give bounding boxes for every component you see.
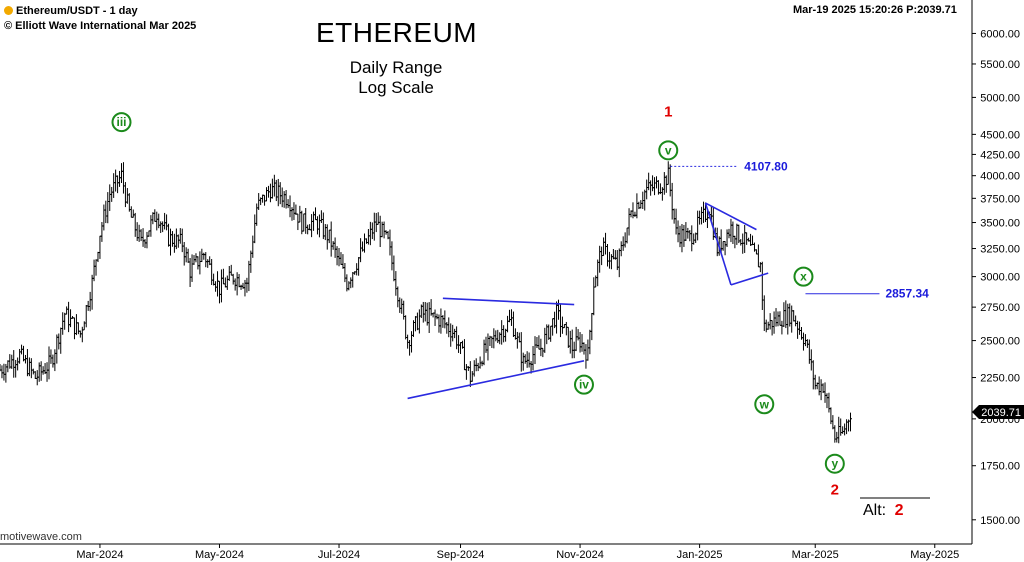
- alt-value: 2: [894, 502, 904, 519]
- y-tick-label: 6000.00: [980, 28, 1020, 40]
- y-tick-label: 4500.00: [980, 129, 1020, 141]
- y-tick-label: 3000.00: [980, 272, 1020, 284]
- last-price-tag: [972, 404, 1024, 419]
- triangle-2-lower: [730, 272, 769, 286]
- wave-circle: [111, 112, 132, 133]
- y-tick-label: 1500.00: [980, 515, 1020, 527]
- x-tick-label: May-2024: [195, 549, 244, 561]
- y-tick-label: 4000.00: [980, 171, 1020, 183]
- alt-count: Alt: 2: [863, 502, 903, 520]
- wave-label: iv: [579, 378, 589, 392]
- alt-label: Alt:: [863, 502, 887, 519]
- chart-title: ETHEREUM: [316, 17, 478, 48]
- triangle-1-lower: [407, 360, 585, 400]
- x-tick-label: Mar-2025: [792, 549, 839, 561]
- watermark: motivewave.com: [0, 531, 82, 543]
- subtitle-range: Daily Range: [349, 58, 443, 77]
- timestamp-line: Mar-19 2025 15:20:26 P:2039.71: [793, 4, 957, 16]
- y-tick-label: 3250.00: [980, 244, 1020, 256]
- wave-label: iii: [116, 115, 126, 129]
- wave-label: w: [759, 397, 770, 411]
- y-tick-label: 3500.00: [980, 218, 1020, 230]
- triangle-2-side: [704, 202, 732, 286]
- y-tick-label: 3750.00: [980, 193, 1020, 205]
- triangle-2-upper: [705, 202, 757, 231]
- chart-subtitle: Daily Range Log Scale: [337, 58, 455, 98]
- last-price-label: 2039.71: [981, 407, 1021, 419]
- wave-circle: [754, 394, 775, 415]
- triangle-1-upper: [442, 297, 575, 306]
- trendlines: [407, 202, 769, 400]
- y-tick-label: 1750.00: [980, 461, 1020, 473]
- symbol-header: Ethereum/USDT - 1 day: [4, 5, 138, 17]
- wave-labels: iii iv v 1 w x y 2: [111, 104, 845, 499]
- wave-label: x: [800, 270, 807, 284]
- wave-label: v: [665, 143, 672, 157]
- y-tick-label: 2500.00: [980, 336, 1020, 348]
- y-tick-label: 2250.00: [980, 373, 1020, 385]
- copyright-line: © Elliott Wave International Mar 2025: [4, 20, 197, 32]
- y-tick-label: 2750.00: [980, 302, 1020, 314]
- x-tick-label: May-2025: [910, 549, 959, 561]
- x-tick-label: Jan-2025: [677, 549, 723, 561]
- x-tick-label: Jul-2024: [318, 549, 360, 561]
- ethereum-logo-icon: [4, 6, 13, 15]
- price-bars: [0, 161, 852, 444]
- price-level-label: 4107.80: [744, 159, 788, 173]
- wave-label: y: [831, 457, 838, 471]
- wave-circle: [793, 266, 814, 287]
- wave-label: 2: [831, 482, 839, 499]
- y-tick-label: 4250.00: [980, 149, 1020, 161]
- subtitle-scale: Log Scale: [358, 78, 434, 97]
- price-level-label: 2857.34: [885, 287, 929, 301]
- y-tick-label: 5000.00: [980, 92, 1020, 104]
- x-tick-label: Sep-2024: [437, 549, 485, 561]
- wave-circle: [824, 453, 845, 474]
- price-levels: 4107.80 2857.34: [670, 159, 929, 301]
- wave-label: 1: [664, 104, 672, 121]
- wave-circle: [573, 374, 594, 395]
- wave-circle: [658, 140, 679, 161]
- x-tick-label: Mar-2024: [76, 549, 123, 561]
- y-tick-label: 5500.00: [980, 59, 1020, 71]
- x-tick-label: Nov-2024: [556, 549, 604, 561]
